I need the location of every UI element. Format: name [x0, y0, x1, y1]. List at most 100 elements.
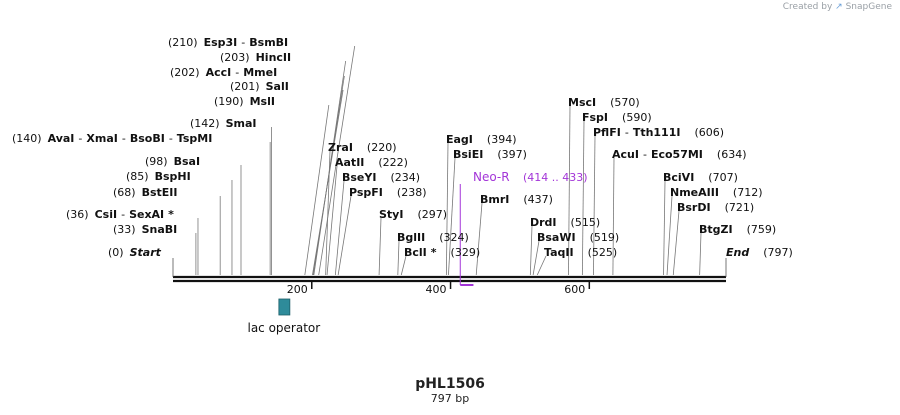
plasmid-length: 797 bp	[430, 392, 470, 405]
enzyme-position-label: (201)	[230, 80, 260, 93]
enzyme-leader-line	[475, 202, 483, 276]
enzyme-leader-line	[337, 195, 352, 276]
enzyme-name-label: AcuI	[612, 148, 639, 161]
enzyme-name-label: AatII	[335, 156, 364, 169]
enzyme-name-label: TspMI	[177, 132, 213, 145]
enzyme-name-label: MslI	[250, 95, 275, 108]
axis-tick-label: 600	[564, 283, 585, 296]
enzyme-name-label: BclI	[404, 246, 427, 259]
enzyme-leader-line	[568, 105, 571, 276]
enzyme-leader-line	[663, 180, 666, 276]
enzyme-name-label: BsrDI	[677, 201, 711, 214]
enzyme-name-label: End	[726, 246, 749, 259]
enzyme-name-label: NmeAIII	[670, 186, 719, 199]
enzyme-name-separator: -	[235, 66, 239, 79]
enzyme-name-label: XmaI	[86, 132, 117, 145]
enzyme-position-label: (210)	[168, 36, 198, 49]
enzyme-leader-line	[325, 150, 331, 276]
enzyme-leader-line	[536, 255, 547, 276]
enzyme-name-label: BseYI	[342, 171, 376, 184]
enzyme-leader-line	[532, 240, 540, 276]
enzyme-name-label: AvaI	[48, 132, 75, 145]
enzyme-name-label: BciVI	[663, 171, 694, 184]
enzyme-leader-line	[672, 210, 680, 276]
enzyme-position-label: (590)	[622, 111, 652, 124]
enzyme-name-label: DrdI	[530, 216, 557, 229]
enzyme-position-label: (0)	[108, 246, 124, 259]
enzyme-name-label: BsaWI	[537, 231, 576, 244]
enzyme-name-label: SmaI	[226, 117, 257, 130]
enzyme-star-marker: *	[431, 246, 437, 259]
enzyme-leader-line	[445, 142, 449, 276]
enzyme-name-separator: -	[643, 148, 647, 161]
enzyme-position-label: (85)	[126, 170, 149, 183]
enzyme-name-label: BmrI	[480, 193, 509, 206]
enzyme-name-label: BsmBI	[249, 36, 288, 49]
enzyme-position-label: (234)	[390, 171, 420, 184]
enzyme-position-label: (525)	[588, 246, 618, 259]
enzyme-position-label: (222)	[378, 156, 408, 169]
enzyme-leader-line	[581, 120, 585, 276]
enzyme-position-label: (519)	[590, 231, 620, 244]
enzyme-leader-line	[304, 104, 330, 276]
enzyme-name-separator: -	[169, 132, 173, 145]
axis-tick-label: 400	[426, 283, 447, 296]
enzyme-name-label: BspHI	[155, 170, 191, 183]
enzyme-position-label: (324)	[439, 231, 469, 244]
enzyme-name-label: EagI	[446, 133, 473, 146]
enzyme-position-label: (634)	[717, 148, 747, 161]
enzyme-name-label: SnaBI	[142, 223, 178, 236]
enzyme-leader-line	[318, 45, 356, 276]
enzyme-name-label: CsiI	[95, 208, 117, 221]
enzyme-position-label: (606)	[694, 126, 724, 139]
enzyme-position-label: (515)	[571, 216, 601, 229]
enzyme-leader-line	[378, 217, 382, 276]
enzyme-name-label: AccI	[206, 66, 232, 79]
enzyme-position-label: (570)	[610, 96, 640, 109]
enzyme-name-separator: -	[625, 126, 629, 139]
enzyme-name-label: Start	[130, 246, 162, 259]
enzyme-name-label: TaqII	[544, 246, 574, 259]
lac-operator-feature	[278, 298, 291, 316]
neo-r-label: Neo-R	[473, 170, 510, 184]
enzyme-position-label: (98)	[145, 155, 168, 168]
enzyme-position-label: (721)	[725, 201, 755, 214]
enzyme-position-label: (712)	[733, 186, 763, 199]
enzyme-name-label: BglII	[397, 231, 425, 244]
enzyme-position-label: (33)	[113, 223, 136, 236]
enzyme-position-label: (329)	[451, 246, 481, 259]
enzyme-name-label: FspI	[582, 111, 608, 124]
enzyme-position-label: (202)	[170, 66, 200, 79]
enzyme-name-label: SalI	[266, 80, 289, 93]
enzyme-leader-line	[593, 135, 596, 276]
enzyme-name-label: StyI	[379, 208, 403, 221]
enzyme-name-label: Esp3I	[204, 36, 238, 49]
lac-operator-label: lac operator	[247, 321, 320, 335]
enzyme-position-label: (220)	[367, 141, 397, 154]
enzyme-name-label: MscI	[568, 96, 596, 109]
enzyme-name-label: PflFI	[593, 126, 621, 139]
enzyme-leader-line	[400, 255, 407, 276]
enzyme-position-label: (397)	[497, 148, 527, 161]
enzyme-leader-line	[397, 240, 400, 276]
enzyme-position-label: (68)	[113, 186, 136, 199]
enzyme-position-label: (297)	[417, 208, 447, 221]
enzyme-name-separator: -	[121, 208, 125, 221]
enzyme-name-label: BstEII	[142, 186, 178, 199]
enzyme-position-label: (707)	[708, 171, 738, 184]
enzyme-name-label: BsiEI	[453, 148, 483, 161]
snapgene-logo-icon: ↗	[835, 2, 843, 12]
enzyme-name-separator: -	[241, 36, 245, 49]
enzyme-position-label: (190)	[214, 95, 244, 108]
enzyme-position-label: (203)	[220, 51, 250, 64]
enzyme-name-label: MmeI	[243, 66, 277, 79]
enzyme-name-separator: -	[78, 132, 82, 145]
enzyme-star-marker: *	[168, 208, 174, 221]
enzyme-position-label: (394)	[487, 133, 517, 146]
enzyme-name-label: PspFI	[349, 186, 383, 199]
enzyme-leader-line	[612, 157, 615, 276]
neo-r-range: (414 .. 433)	[523, 171, 588, 184]
snapgene-watermark: Created by ↗ SnapGene	[783, 2, 892, 12]
enzyme-position-label: (437)	[523, 193, 553, 206]
